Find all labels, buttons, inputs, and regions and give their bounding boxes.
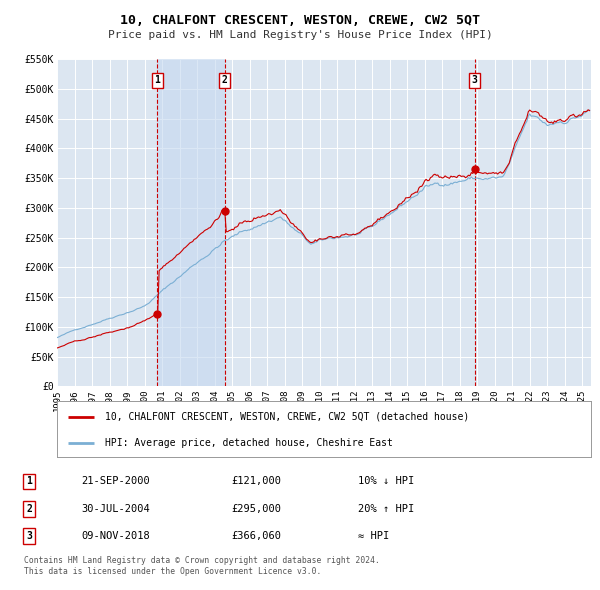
Text: Contains HM Land Registry data © Crown copyright and database right 2024.
This d: Contains HM Land Registry data © Crown c… (23, 556, 379, 576)
Text: 1: 1 (26, 477, 32, 487)
Text: 2: 2 (26, 504, 32, 514)
Text: 20% ↑ HPI: 20% ↑ HPI (358, 504, 414, 514)
Text: HPI: Average price, detached house, Cheshire East: HPI: Average price, detached house, Ches… (105, 438, 393, 448)
Text: 30-JUL-2004: 30-JUL-2004 (81, 504, 150, 514)
Text: 2: 2 (222, 76, 227, 86)
Text: 3: 3 (26, 531, 32, 541)
Text: 1: 1 (154, 76, 160, 86)
Text: Price paid vs. HM Land Registry's House Price Index (HPI): Price paid vs. HM Land Registry's House … (107, 31, 493, 40)
Text: £366,060: £366,060 (231, 531, 281, 541)
Text: 10, CHALFONT CRESCENT, WESTON, CREWE, CW2 5QT (detached house): 10, CHALFONT CRESCENT, WESTON, CREWE, CW… (105, 412, 469, 422)
Text: 21-SEP-2000: 21-SEP-2000 (81, 477, 150, 487)
Text: £295,000: £295,000 (231, 504, 281, 514)
Text: £121,000: £121,000 (231, 477, 281, 487)
Bar (157, 59, 225, 386)
Text: 3: 3 (472, 76, 478, 86)
Text: ≈ HPI: ≈ HPI (358, 531, 389, 541)
Text: 10, CHALFONT CRESCENT, WESTON, CREWE, CW2 5QT: 10, CHALFONT CRESCENT, WESTON, CREWE, CW… (120, 14, 480, 27)
Text: 10% ↓ HPI: 10% ↓ HPI (358, 477, 414, 487)
Text: 09-NOV-2018: 09-NOV-2018 (81, 531, 150, 541)
